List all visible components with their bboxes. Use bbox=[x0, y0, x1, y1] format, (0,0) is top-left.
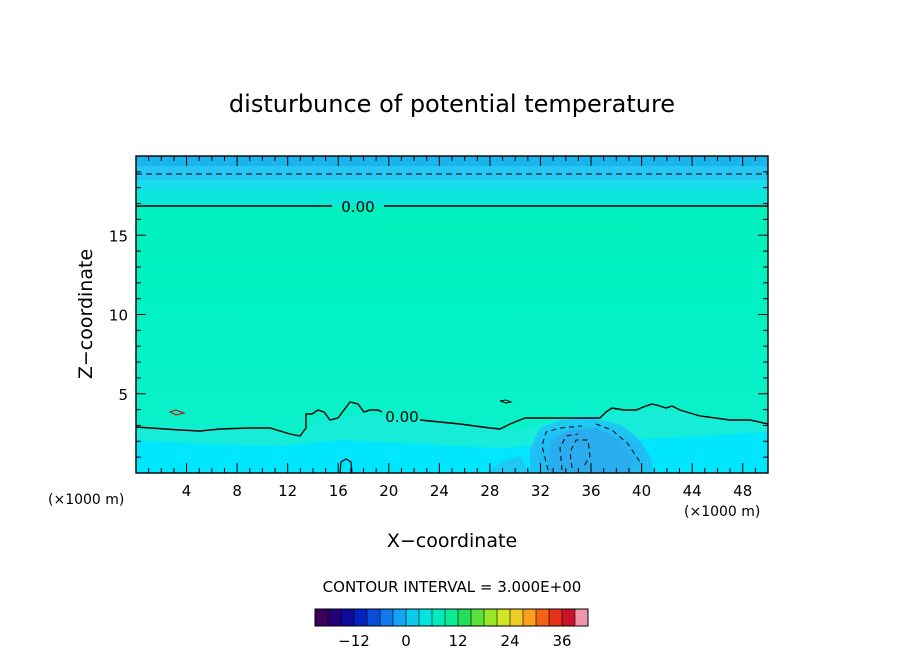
chart-title: disturbunce of potential temperature bbox=[229, 90, 675, 118]
colorbar-cell bbox=[484, 609, 498, 626]
colorbar-frame bbox=[314, 608, 589, 627]
y-axis-label: Z−coordinate bbox=[75, 249, 97, 379]
contour-label-lower: 0.00 bbox=[385, 408, 418, 426]
x-tick-label: 44 bbox=[683, 482, 702, 500]
contour-interval: CONTOUR INTERVAL = 3.000E+00 bbox=[323, 578, 582, 596]
colorbar-cell bbox=[549, 609, 563, 626]
y-tick-label: 5 bbox=[118, 386, 128, 404]
cold-pool-dashed-2 bbox=[559, 433, 579, 471]
contour-labels: 0.00 0.00 bbox=[341, 198, 418, 426]
y-axis-ticks: 5 10 15 bbox=[109, 171, 768, 458]
x-tick-label: 32 bbox=[531, 482, 550, 500]
colorbar-cell bbox=[575, 609, 589, 626]
colorbar-cell bbox=[341, 609, 355, 626]
x-tick-label: 36 bbox=[581, 482, 600, 500]
colorbar-cell bbox=[432, 609, 446, 626]
colorbar-cell bbox=[523, 609, 537, 626]
colorbar-cell bbox=[510, 609, 524, 626]
contour-speck-1 bbox=[168, 409, 186, 416]
x-unit-right: (×1000 m) bbox=[684, 504, 760, 520]
cold-pool-dashed-3 bbox=[569, 439, 591, 469]
x-tick-label: 8 bbox=[232, 482, 242, 500]
colorbar-cell bbox=[328, 609, 342, 626]
colorbar-cell bbox=[419, 609, 433, 626]
colorbar-tick-label: 24 bbox=[500, 632, 519, 650]
colorbar-cell bbox=[536, 609, 550, 626]
colorbar-cell bbox=[562, 609, 576, 626]
colorbar-cell bbox=[354, 609, 368, 626]
contour-lines bbox=[136, 173, 768, 473]
x-tick-label: 40 bbox=[632, 482, 651, 500]
x-tick-label: 24 bbox=[430, 482, 449, 500]
colorbar-cell bbox=[315, 609, 329, 626]
colorbar-cell bbox=[406, 609, 420, 626]
x-axis-ticks: 4 8 12 16 20 24 28 32 36 40 44 48 bbox=[148, 156, 756, 500]
y-tick-label: 10 bbox=[109, 307, 128, 325]
colorbar-tick-label: 36 bbox=[552, 632, 571, 650]
x-tick-label: 20 bbox=[379, 482, 398, 500]
colorbar bbox=[314, 608, 589, 627]
x-axis-label: X−coordinate bbox=[387, 530, 517, 552]
colorbar-tick-label: 0 bbox=[401, 632, 411, 650]
contour-speck-2 bbox=[499, 399, 513, 404]
x-tick-label: 16 bbox=[329, 482, 348, 500]
colorbar-cell bbox=[471, 609, 485, 626]
colorbar-cell bbox=[380, 609, 394, 626]
colorbar-cell bbox=[445, 609, 459, 626]
x-tick-label: 12 bbox=[278, 482, 297, 500]
upper-band-4 bbox=[136, 190, 768, 206]
y-tick-label: 15 bbox=[109, 227, 128, 245]
lower-zero-contour bbox=[136, 401, 768, 437]
colorbar-cell bbox=[458, 609, 472, 626]
heatmap-field bbox=[136, 156, 768, 473]
x-unit-left: (×1000 m) bbox=[48, 492, 124, 508]
colorbar-cell bbox=[367, 609, 381, 626]
x-tick-label: 28 bbox=[480, 482, 499, 500]
colorbar-tick-label: −12 bbox=[338, 632, 370, 650]
cold-pool-inner bbox=[548, 428, 632, 473]
cold-spread bbox=[488, 456, 530, 473]
colorbar-cell bbox=[497, 609, 511, 626]
cold-pool-dashed-4 bbox=[595, 423, 641, 463]
contour-speck-3 bbox=[339, 458, 353, 473]
upper-band-3 bbox=[136, 180, 768, 190]
upper-band-2 bbox=[136, 166, 768, 180]
colorbar-cell bbox=[393, 609, 407, 626]
x-tick-label: 4 bbox=[182, 482, 192, 500]
cold-pool-dashed-1 bbox=[541, 425, 583, 471]
x-tick-label: 48 bbox=[733, 482, 752, 500]
colorbar-ticks: −12 0 12 24 36 bbox=[338, 632, 571, 650]
contour-label-upper: 0.00 bbox=[341, 198, 374, 216]
colorbar-tick-label: 12 bbox=[448, 632, 467, 650]
